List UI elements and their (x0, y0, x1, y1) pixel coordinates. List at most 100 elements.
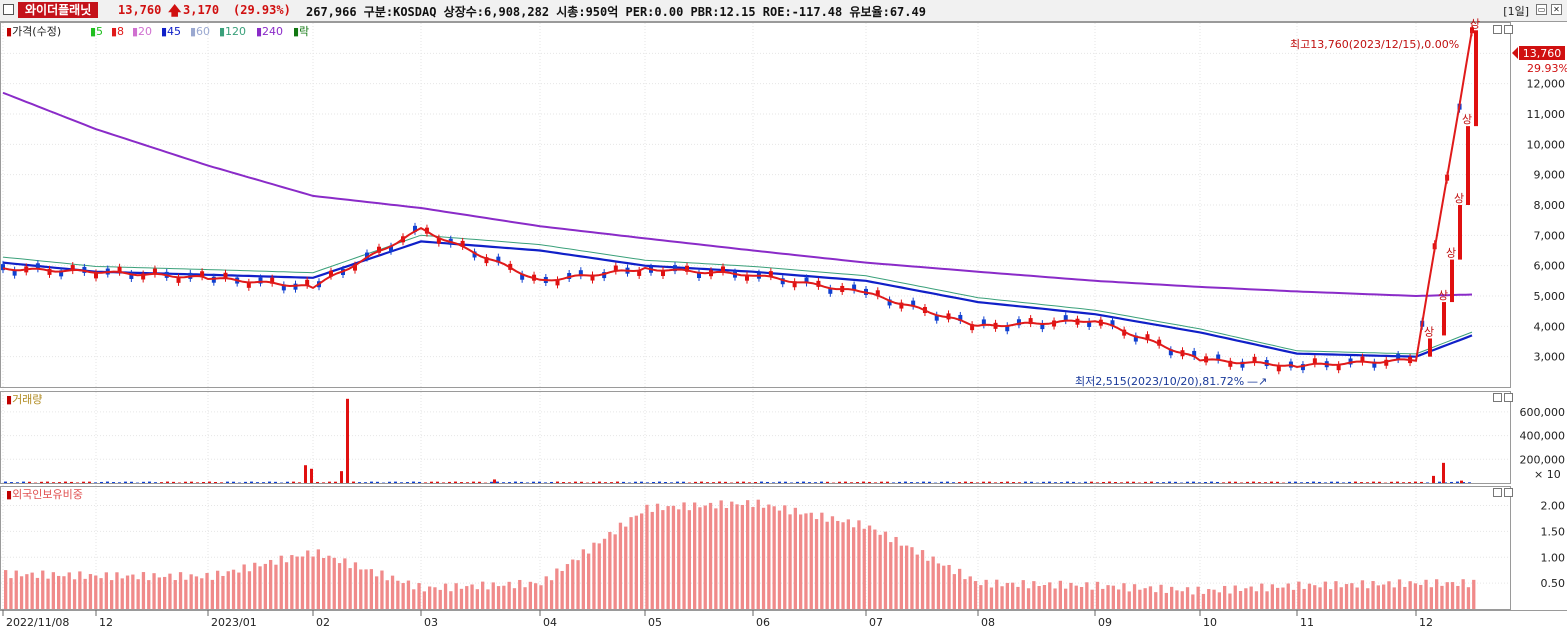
foreign-bar (1440, 585, 1444, 609)
foreign-bar (650, 511, 654, 609)
minimize-icon[interactable]: ▭ (1536, 4, 1547, 15)
stock-name[interactable]: 와이더플래닛 (18, 2, 99, 18)
foreign-bar (1175, 590, 1179, 609)
x-tick-label: 06 (756, 616, 770, 629)
x-tick-label: 2023/01 (211, 616, 257, 629)
volume-bar (1054, 482, 1057, 483)
foreign-bar (968, 576, 972, 609)
foreign-bar (1154, 592, 1158, 609)
volume-bar (928, 481, 931, 483)
volume-bar (142, 481, 145, 483)
volume-bar (1354, 481, 1357, 483)
foreign-bar (571, 559, 575, 609)
volume-bar (514, 481, 517, 483)
candle-body (1192, 350, 1197, 357)
foreign-bar (682, 502, 686, 609)
foreign-bar (910, 547, 914, 609)
volume-bar (748, 482, 751, 483)
volume-bar (1156, 482, 1159, 483)
volume-y-tick: 200,000 (1520, 453, 1566, 466)
foreign-bar (263, 563, 267, 609)
volume-bar (802, 481, 805, 483)
close-icon[interactable]: ✕ (1551, 4, 1562, 15)
foreign-bar (640, 513, 644, 609)
volume-bar (724, 481, 727, 483)
volume-bar (190, 481, 193, 483)
foreign-bar (502, 585, 506, 609)
ma-legend-item: ▮60 (190, 25, 210, 38)
foreign-bar (465, 586, 469, 609)
volume-bar (838, 481, 841, 483)
foreign-bar (756, 499, 760, 609)
foreign-bar (459, 588, 464, 609)
foreign-bar (189, 574, 193, 609)
limit-up-marker: 상 (1424, 325, 1434, 338)
x-tick-label: 11 (1300, 616, 1314, 629)
volume-bar (1018, 482, 1021, 483)
candle-body (661, 270, 665, 277)
candle-body (745, 274, 749, 281)
foreign-bar (1339, 587, 1343, 609)
foreign-bar (1079, 587, 1084, 609)
volume-bar (1162, 482, 1165, 483)
panel-controls[interactable] (1493, 25, 1513, 497)
foreign-bar (693, 502, 697, 609)
volume-bar (1210, 481, 1213, 483)
volume-bar (808, 482, 811, 483)
volume-bar (754, 482, 757, 483)
volume-title: ▮거래량 (6, 393, 42, 406)
candle-body (685, 265, 689, 272)
low-annotation: 최저2,515(2023/10/20),81.72% (1075, 375, 1244, 388)
volume-bar (4, 481, 7, 483)
candle-body (1, 264, 5, 271)
foreign-bar (534, 583, 538, 609)
foreign-bar (767, 504, 771, 609)
candle-body (1040, 323, 1045, 330)
volume-bar (1168, 481, 1171, 483)
volume-bar (1000, 481, 1003, 483)
grid (1, 23, 1510, 610)
volume-bar (994, 482, 997, 483)
volume-bar (604, 482, 607, 483)
volume-bar (274, 481, 277, 483)
select-checkbox[interactable] (3, 4, 14, 15)
foreign-bar (375, 576, 379, 609)
price-y-tick: 12,000 (1527, 78, 1566, 91)
foreign-bar (1143, 588, 1147, 609)
volume-bar (610, 482, 613, 483)
ma-legend-item: ▮45 (161, 25, 181, 38)
volume-bar (1024, 481, 1027, 483)
foreign-bar (523, 587, 527, 609)
foreign-bar (125, 575, 130, 609)
volume-bar (538, 481, 541, 483)
foreign-bar (295, 556, 299, 609)
volume-bar (1414, 481, 1417, 483)
candle-body (1028, 318, 1033, 325)
foreign-bar (809, 512, 813, 609)
foreign-bar (1244, 588, 1248, 609)
x-tick-label: 12 (99, 616, 113, 629)
volume-bar (1060, 482, 1063, 483)
foreign-bar (496, 586, 501, 609)
candle-body (484, 257, 489, 264)
foreign-bar (311, 556, 315, 609)
volume-bar (1438, 481, 1441, 483)
volume-bar (1450, 481, 1453, 483)
volume-bar (88, 481, 91, 483)
volume-bar (736, 481, 739, 483)
volume-y-tick: 600,000 (1520, 406, 1566, 419)
volume-bar (706, 482, 709, 483)
volume-bar (718, 481, 721, 483)
volume-bar (358, 482, 361, 483)
volume-bar (502, 482, 505, 483)
y-axis-labels: 3,000 4,000 5,000 6,000 7,000 8,000 9,000 10,00… (1520, 47, 1566, 590)
foreign-bar (592, 542, 596, 609)
period-selector[interactable]: [1일] (1503, 5, 1529, 18)
volume-bar (766, 481, 769, 483)
foreign-bar (454, 583, 458, 609)
foreign-bar (544, 576, 548, 609)
foreign-bar (724, 508, 729, 609)
volume-bar (1090, 481, 1093, 483)
candle-body (852, 284, 857, 291)
foreign-bar (35, 577, 40, 609)
